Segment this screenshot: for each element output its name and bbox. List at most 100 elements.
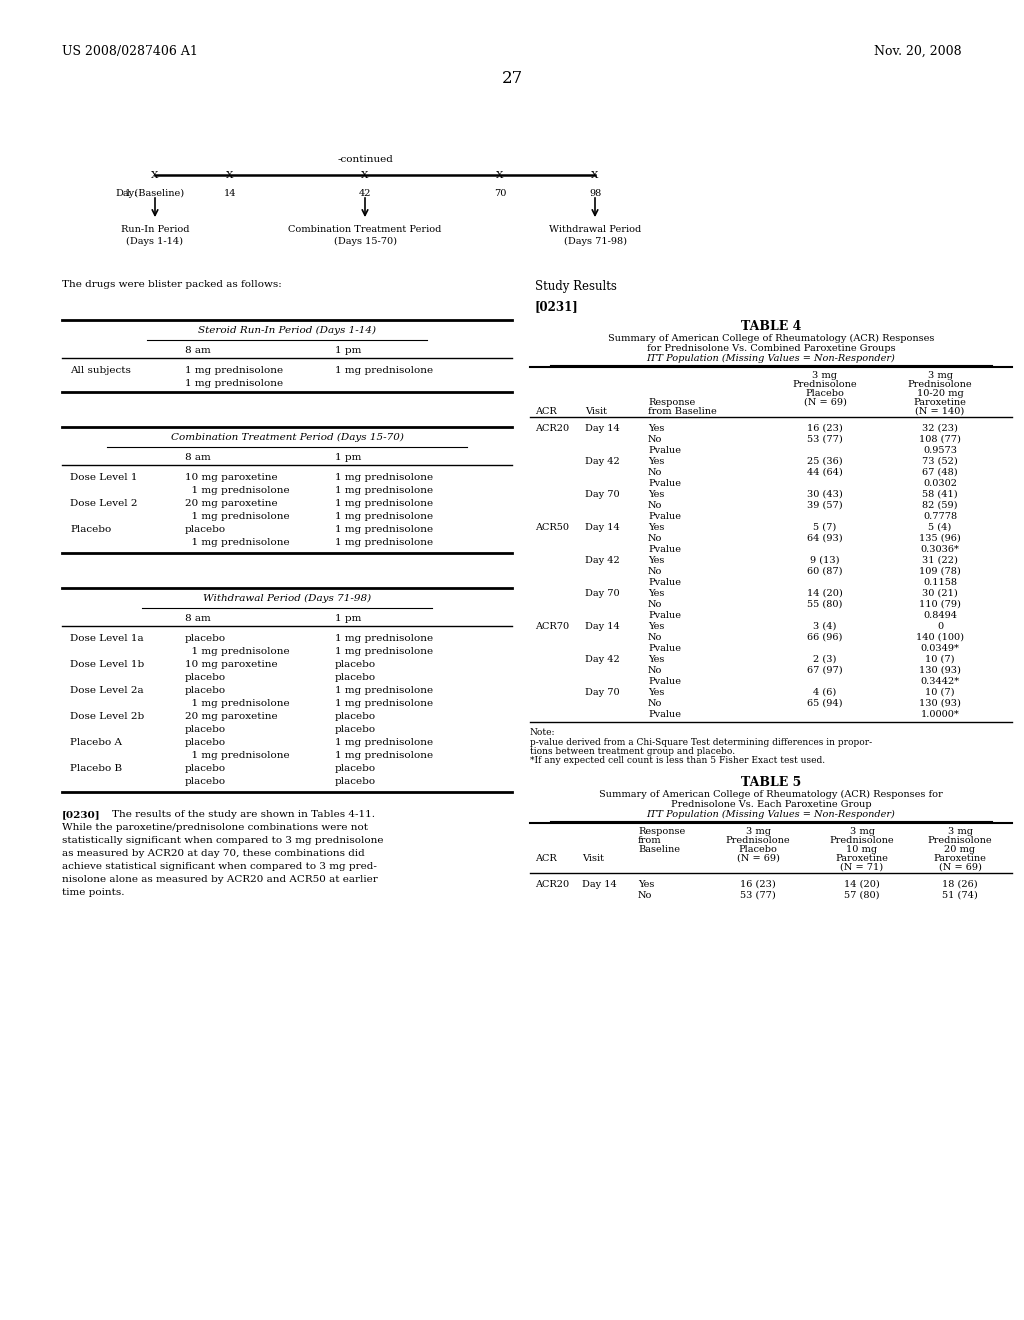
Text: 1 mg prednisolone: 1 mg prednisolone <box>185 700 290 708</box>
Text: 67 (97): 67 (97) <box>807 667 843 675</box>
Text: 1 mg prednisolone: 1 mg prednisolone <box>335 525 433 535</box>
Text: Placebo: Placebo <box>70 525 112 535</box>
Text: placebo: placebo <box>335 725 376 734</box>
Text: Pvalue: Pvalue <box>648 677 681 686</box>
Text: Prednisolone: Prednisolone <box>726 836 791 845</box>
Text: 130 (93): 130 (93) <box>920 667 961 675</box>
Text: 14: 14 <box>224 189 237 198</box>
Text: (N = 69): (N = 69) <box>939 863 981 873</box>
Text: 1 mg prednisolone: 1 mg prednisolone <box>335 539 433 546</box>
Text: Run-In Period: Run-In Period <box>121 224 189 234</box>
Text: 1 mg prednisolone: 1 mg prednisolone <box>335 751 433 760</box>
Text: 5 (7): 5 (7) <box>813 523 837 532</box>
Text: Day 14: Day 14 <box>582 880 616 888</box>
Text: X: X <box>226 170 233 180</box>
Text: ITT Population (Missing Values = Non-Responder): ITT Population (Missing Values = Non-Res… <box>646 354 895 363</box>
Text: Withdrawal Period: Withdrawal Period <box>549 224 641 234</box>
Text: Prednisolone: Prednisolone <box>793 380 857 389</box>
Text: No: No <box>638 891 652 900</box>
Text: placebo: placebo <box>185 525 226 535</box>
Text: Yes: Yes <box>648 523 665 532</box>
Text: 1 mg prednisolone: 1 mg prednisolone <box>335 366 433 375</box>
Text: Placebo: Placebo <box>806 389 845 399</box>
Text: placebo: placebo <box>185 738 226 747</box>
Text: 1 mg prednisolone: 1 mg prednisolone <box>335 486 433 495</box>
Text: placebo: placebo <box>185 725 226 734</box>
Text: 1 mg prednisolone: 1 mg prednisolone <box>185 512 290 521</box>
Text: placebo: placebo <box>335 660 376 669</box>
Text: 55 (80): 55 (80) <box>807 601 843 609</box>
Text: Prednisolone Vs. Each Paroxetine Group: Prednisolone Vs. Each Paroxetine Group <box>671 800 871 809</box>
Text: 16 (23): 16 (23) <box>807 424 843 433</box>
Text: 1 mg prednisolone: 1 mg prednisolone <box>185 647 290 656</box>
Text: Paroxetine: Paroxetine <box>934 854 986 863</box>
Text: 3 mg: 3 mg <box>850 828 874 836</box>
Text: Prednisolone: Prednisolone <box>928 836 992 845</box>
Text: 14 (20): 14 (20) <box>807 589 843 598</box>
Text: Day 14: Day 14 <box>585 622 620 631</box>
Text: 3 mg: 3 mg <box>812 371 838 380</box>
Text: 60 (87): 60 (87) <box>807 568 843 576</box>
Text: achieve statistical significant when compared to 3 mg pred-: achieve statistical significant when com… <box>62 862 377 871</box>
Text: Pvalue: Pvalue <box>648 578 681 587</box>
Text: 109 (78): 109 (78) <box>920 568 961 576</box>
Text: Placebo: Placebo <box>738 845 777 854</box>
Text: -continued: -continued <box>337 154 393 164</box>
Text: 0.7778: 0.7778 <box>923 512 957 521</box>
Text: (N = 71): (N = 71) <box>841 863 884 873</box>
Text: Yes: Yes <box>648 556 665 565</box>
Text: 0.0302: 0.0302 <box>923 479 957 488</box>
Text: No: No <box>648 700 663 708</box>
Text: 42: 42 <box>358 189 372 198</box>
Text: 0.0349*: 0.0349* <box>921 644 959 653</box>
Text: (N = 69): (N = 69) <box>736 854 779 863</box>
Text: 98: 98 <box>589 189 601 198</box>
Text: placebo: placebo <box>335 764 376 774</box>
Text: No: No <box>648 634 663 642</box>
Text: Day 70: Day 70 <box>585 589 620 598</box>
Text: X: X <box>591 170 599 180</box>
Text: Summary of American College of Rheumatology (ACR) Responses for: Summary of American College of Rheumatol… <box>599 789 943 799</box>
Text: 3 mg: 3 mg <box>947 828 973 836</box>
Text: Yes: Yes <box>638 880 654 888</box>
Text: 10 (7): 10 (7) <box>926 688 954 697</box>
Text: 30 (43): 30 (43) <box>807 490 843 499</box>
Text: Dose Level 1a: Dose Level 1a <box>70 634 143 643</box>
Text: 1 mg prednisolone: 1 mg prednisolone <box>335 499 433 508</box>
Text: p-value derived from a Chi-Square Test determining differences in propor-: p-value derived from a Chi-Square Test d… <box>530 738 872 747</box>
Text: TABLE 4: TABLE 4 <box>740 319 801 333</box>
Text: X: X <box>152 170 159 180</box>
Text: placebo: placebo <box>335 711 376 721</box>
Text: 67 (48): 67 (48) <box>923 469 957 477</box>
Text: 18 (26): 18 (26) <box>942 880 978 888</box>
Text: 8 am: 8 am <box>185 453 211 462</box>
Text: 0: 0 <box>937 622 943 631</box>
Text: While the paroxetine/prednisolone combinations were not: While the paroxetine/prednisolone combin… <box>62 822 368 832</box>
Text: Day 70: Day 70 <box>585 688 620 697</box>
Text: ACR70: ACR70 <box>535 622 569 631</box>
Text: Dose Level 2: Dose Level 2 <box>70 499 137 508</box>
Text: No: No <box>648 436 663 444</box>
Text: 1 mg prednisolone: 1 mg prednisolone <box>185 486 290 495</box>
Text: The results of the study are shown in Tables 4-11.: The results of the study are shown in Ta… <box>112 810 375 818</box>
Text: (N = 140): (N = 140) <box>915 407 965 416</box>
Text: (Days 71-98): (Days 71-98) <box>563 238 627 246</box>
Text: placebo: placebo <box>335 673 376 682</box>
Text: 1 mg prednisolone: 1 mg prednisolone <box>185 539 290 546</box>
Text: Placebo B: Placebo B <box>70 764 122 774</box>
Text: 1.0000*: 1.0000* <box>921 710 959 719</box>
Text: Paroxetine: Paroxetine <box>913 399 967 407</box>
Text: 31 (22): 31 (22) <box>922 556 957 565</box>
Text: from: from <box>638 836 662 845</box>
Text: 1 pm: 1 pm <box>335 614 361 623</box>
Text: 66 (96): 66 (96) <box>807 634 843 642</box>
Text: 53 (77): 53 (77) <box>807 436 843 444</box>
Text: 2 (3): 2 (3) <box>813 655 837 664</box>
Text: ACR: ACR <box>535 854 557 863</box>
Text: 108 (77): 108 (77) <box>920 436 961 444</box>
Text: (N = 69): (N = 69) <box>804 399 847 407</box>
Text: 57 (80): 57 (80) <box>844 891 880 900</box>
Text: placebo: placebo <box>335 777 376 785</box>
Text: Day 14: Day 14 <box>585 523 620 532</box>
Text: 10 mg paroxetine: 10 mg paroxetine <box>185 660 278 669</box>
